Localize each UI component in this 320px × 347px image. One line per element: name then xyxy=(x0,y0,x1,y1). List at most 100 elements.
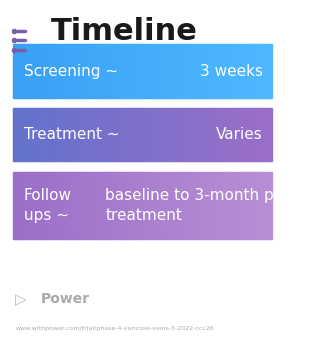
Bar xyxy=(222,44,226,98)
Bar xyxy=(116,108,119,161)
Bar xyxy=(173,108,176,161)
Text: 3 weeks: 3 weeks xyxy=(200,64,263,78)
Bar xyxy=(259,108,262,161)
Bar xyxy=(176,172,179,239)
Bar xyxy=(225,172,228,239)
Bar xyxy=(194,108,197,161)
Bar xyxy=(142,108,145,161)
Bar xyxy=(157,172,161,239)
Bar xyxy=(46,44,50,98)
Bar xyxy=(204,172,207,239)
Bar xyxy=(163,172,166,239)
Bar xyxy=(157,44,161,98)
Bar xyxy=(80,44,83,98)
Bar xyxy=(38,172,42,239)
Bar xyxy=(220,172,223,239)
Bar xyxy=(199,108,202,161)
Bar xyxy=(59,44,62,98)
Bar xyxy=(28,108,31,161)
Bar xyxy=(266,108,269,161)
Bar xyxy=(124,44,127,98)
Text: Timeline: Timeline xyxy=(51,17,197,46)
Bar xyxy=(75,172,78,239)
Bar xyxy=(150,172,153,239)
Text: Treatment ~: Treatment ~ xyxy=(24,127,120,142)
Bar xyxy=(57,44,60,98)
Bar xyxy=(13,172,16,239)
Bar xyxy=(49,172,52,239)
Bar xyxy=(57,172,60,239)
Bar xyxy=(264,108,267,161)
Bar xyxy=(72,44,75,98)
Bar xyxy=(228,172,231,239)
Bar xyxy=(49,44,52,98)
Bar xyxy=(186,108,189,161)
Bar xyxy=(264,172,267,239)
Bar xyxy=(171,108,174,161)
Bar xyxy=(240,44,244,98)
Bar xyxy=(52,172,55,239)
Bar xyxy=(95,44,99,98)
Bar xyxy=(129,108,132,161)
Bar xyxy=(108,108,112,161)
Bar xyxy=(23,108,26,161)
Bar xyxy=(230,172,233,239)
Bar xyxy=(75,108,78,161)
Bar xyxy=(23,44,26,98)
Bar xyxy=(160,108,163,161)
Bar xyxy=(173,44,176,98)
Bar xyxy=(145,44,148,98)
Bar xyxy=(93,44,96,98)
Bar xyxy=(217,172,220,239)
Bar xyxy=(243,44,246,98)
Bar xyxy=(147,172,150,239)
Bar xyxy=(119,172,122,239)
Bar xyxy=(129,172,132,239)
Bar xyxy=(238,108,241,161)
Bar xyxy=(152,108,156,161)
Bar xyxy=(88,108,91,161)
Bar xyxy=(259,44,262,98)
Bar xyxy=(77,108,81,161)
Bar xyxy=(137,172,140,239)
Text: Power: Power xyxy=(41,292,90,306)
Bar xyxy=(111,172,114,239)
Bar xyxy=(163,44,166,98)
Bar xyxy=(152,44,156,98)
Bar xyxy=(64,44,68,98)
Bar xyxy=(147,44,150,98)
Bar xyxy=(269,44,272,98)
Bar xyxy=(80,172,83,239)
Bar xyxy=(134,172,138,239)
Bar xyxy=(95,108,99,161)
Bar xyxy=(222,108,226,161)
Bar xyxy=(253,108,257,161)
Bar xyxy=(183,44,187,98)
Bar xyxy=(253,44,257,98)
Bar xyxy=(220,44,223,98)
Bar xyxy=(217,44,220,98)
Bar xyxy=(54,108,57,161)
Bar xyxy=(264,44,267,98)
Bar xyxy=(31,44,34,98)
Bar xyxy=(238,172,241,239)
Bar xyxy=(67,44,70,98)
Bar xyxy=(15,108,18,161)
Bar xyxy=(176,108,179,161)
Bar xyxy=(189,108,192,161)
Bar xyxy=(209,108,212,161)
Bar xyxy=(145,172,148,239)
Bar xyxy=(26,108,29,161)
Text: ▷: ▷ xyxy=(15,292,27,307)
Bar xyxy=(46,172,50,239)
Bar xyxy=(101,44,104,98)
Bar xyxy=(126,44,130,98)
Bar xyxy=(240,172,244,239)
Bar xyxy=(101,172,104,239)
Bar xyxy=(44,108,47,161)
Bar xyxy=(181,44,184,98)
Bar xyxy=(36,44,39,98)
Bar xyxy=(196,172,200,239)
Bar xyxy=(44,172,47,239)
Bar xyxy=(189,172,192,239)
